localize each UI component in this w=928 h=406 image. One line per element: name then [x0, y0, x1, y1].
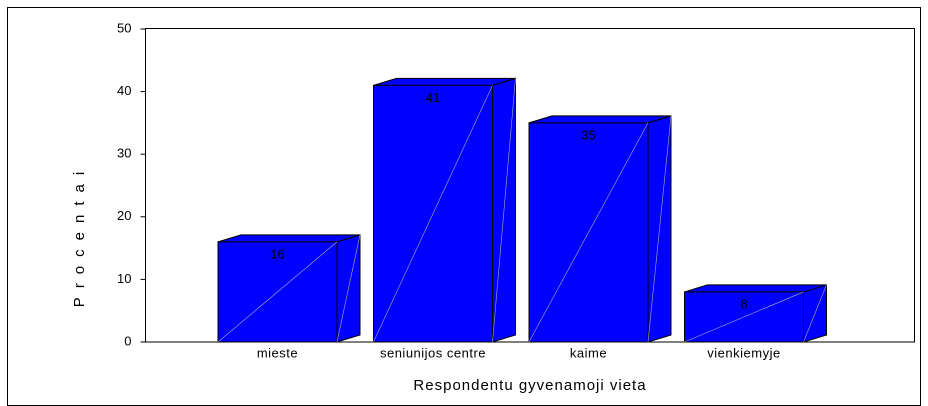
- bar-shine: [336, 234, 361, 343]
- bar: [528, 115, 672, 343]
- x-tick-label: vienkiemyje: [707, 345, 780, 360]
- bar: [217, 234, 361, 343]
- y-tick-label: 50: [117, 20, 131, 35]
- value-label: 8: [740, 296, 747, 311]
- y-tick-label: 0: [124, 333, 131, 348]
- bar-shine: [647, 115, 672, 343]
- y-tick-label: 20: [117, 208, 131, 223]
- value-label: 16: [270, 246, 284, 261]
- y-tick-label: 40: [117, 83, 131, 98]
- x-tick-label: kaime: [570, 345, 607, 360]
- value-label: 41: [426, 90, 440, 105]
- bar-top: [373, 77, 516, 86]
- bar-shine: [803, 284, 827, 343]
- bar: [373, 77, 516, 343]
- y-axis-label: Procentai: [71, 163, 88, 307]
- bar-shine: [373, 85, 493, 343]
- bar-top: [528, 115, 672, 124]
- x-axis-label: Respondentu gyvenamoji vieta: [413, 377, 646, 394]
- bar-shine: [528, 122, 649, 343]
- bar-top: [684, 284, 827, 293]
- bar-top: [217, 234, 361, 243]
- x-tick-label: mieste: [257, 345, 298, 360]
- bar-shine: [684, 291, 804, 343]
- bar: [684, 284, 827, 343]
- y-tick-label: 10: [117, 271, 131, 286]
- bar-shine: [217, 241, 338, 343]
- x-tick-label: seniunijos centre: [380, 345, 486, 360]
- bar-shine: [492, 78, 516, 343]
- y-tick-label: 30: [117, 146, 131, 161]
- value-label: 35: [581, 127, 595, 142]
